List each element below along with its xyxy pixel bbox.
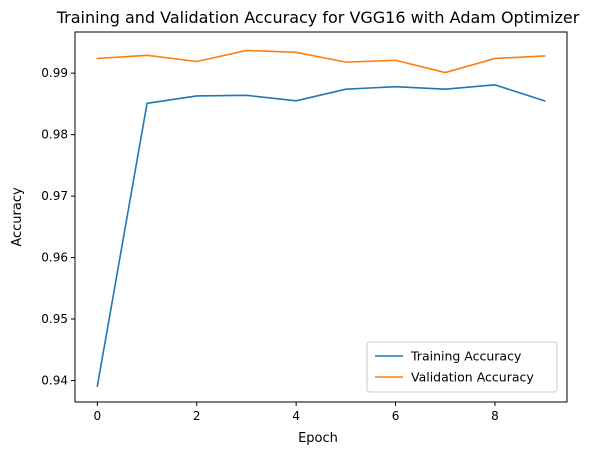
x-axis-label: Epoch	[298, 431, 338, 446]
x-tick-label: 6	[392, 409, 400, 423]
y-tick-label: 0.98	[41, 128, 68, 142]
y-tick-label: 0.99	[41, 66, 68, 80]
series-line-validation-accuracy	[96, 49, 546, 74]
x-tick-label: 2	[193, 409, 201, 423]
chart-legend: Training Accuracy Validation Accuracy	[366, 341, 558, 393]
y-axis-label: Accuracy	[10, 187, 25, 247]
y-axis: 0.94 0.95 0.96 0.97 0.98 0.99	[41, 66, 75, 387]
legend-box	[366, 341, 558, 393]
y-tick-label: 0.95	[41, 312, 68, 326]
x-tick-label: 4	[292, 409, 300, 423]
x-axis: 0 2 4 6 8	[94, 402, 499, 423]
plot-frame	[74, 31, 568, 403]
series-layer	[96, 49, 546, 387]
plot-area	[74, 31, 568, 403]
x-tick-label: 8	[491, 409, 499, 423]
series-line-training-accuracy	[96, 84, 546, 387]
y-tick-label: 0.94	[41, 373, 68, 387]
legend-label-validation-accuracy: Validation Accuracy	[411, 370, 534, 385]
chart-title: Training and Validation Accuracy for VGG…	[56, 8, 580, 27]
legend-label-training-accuracy: Training Accuracy	[410, 349, 522, 364]
y-tick-label: 0.96	[41, 251, 68, 265]
y-tick-label: 0.97	[41, 189, 68, 203]
x-tick-label: 0	[94, 409, 102, 423]
